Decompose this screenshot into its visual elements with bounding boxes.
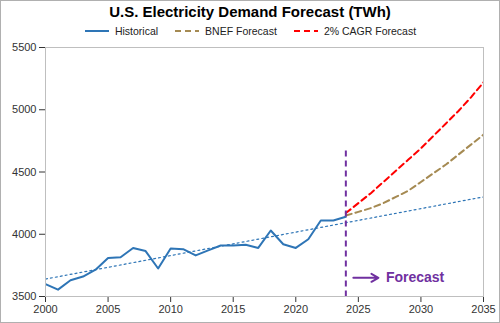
svg-text:2035: 2035	[471, 303, 495, 315]
svg-text:2005: 2005	[96, 303, 120, 315]
svg-text:3500: 3500	[12, 290, 36, 302]
svg-text:4000: 4000	[12, 228, 36, 240]
html-text:Historical: Historical	[114, 25, 159, 37]
svg-text:2000: 2000	[33, 303, 57, 315]
svg-text:2010: 2010	[158, 303, 182, 315]
svg-text:2025: 2025	[346, 303, 370, 315]
svg-text:2030: 2030	[409, 303, 433, 315]
html-text:BNEF Forecast: BNEF Forecast	[205, 25, 277, 37]
svg-text:5000: 5000	[12, 103, 36, 115]
svg-text:Forecast: Forecast	[386, 269, 445, 285]
svg-text:2020: 2020	[284, 303, 308, 315]
html-text:2% CAGR Forecast: 2% CAGR Forecast	[323, 25, 417, 37]
svg-text:4500: 4500	[12, 166, 36, 178]
html-text:U.S. Electricity Demand Foreca: U.S. Electricity Demand Forecast (TWh)	[109, 3, 391, 20]
svg-text:5500: 5500	[12, 41, 36, 53]
svg-text:2015: 2015	[221, 303, 245, 315]
